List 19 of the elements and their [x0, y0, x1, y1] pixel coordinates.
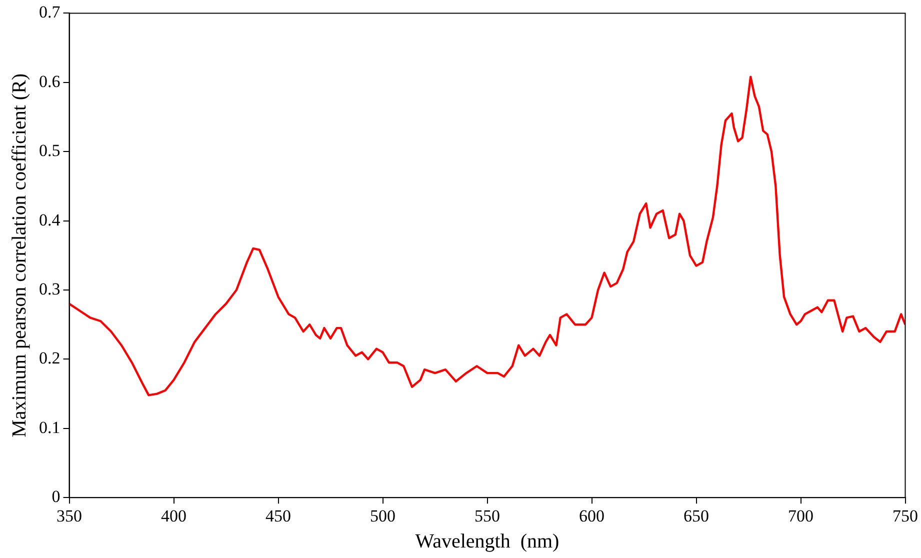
y-axis-title: Maximum pearson correlation coefficient (R) [8, 73, 30, 438]
y-tick-label: 0.2 [39, 348, 60, 368]
y-tick-label: 0.4 [39, 210, 61, 230]
y-tick-label: 0.6 [39, 72, 60, 91]
x-tick-label: 600 [579, 506, 604, 526]
y-tick-label: 0.5 [39, 141, 60, 160]
x-tick-label: 400 [161, 506, 186, 526]
x-tick-label: 350 [56, 506, 82, 526]
x-axis-title: Wavelength (nm) [415, 530, 560, 552]
x-tick-label: 550 [474, 506, 500, 526]
y-tick-label: 0.1 [39, 418, 60, 437]
x-tick-label: 450 [266, 506, 291, 526]
y-tick-label: 0 [52, 487, 60, 506]
y-tick-label: 0.3 [39, 279, 60, 298]
x-tick-label: 750 [892, 506, 918, 526]
x-tick-label: 700 [788, 506, 814, 526]
x-tick-label: 650 [684, 506, 709, 526]
x-tick-label: 500 [370, 506, 396, 526]
y-tick-label: 0.7 [39, 2, 61, 22]
